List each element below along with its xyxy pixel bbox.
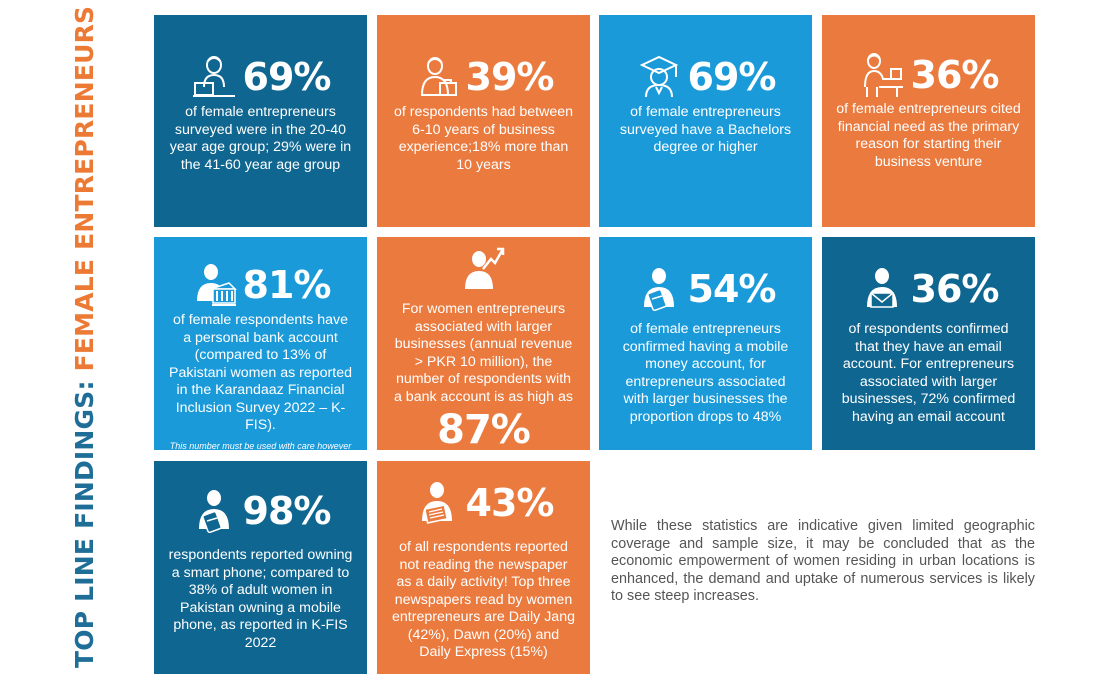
woman-bank-icon [191,261,237,309]
stat-tile-bank-account: 81% of female respondents have a persona… [154,237,367,450]
stat-percentage: 87% [437,407,531,450]
stat-description: For women entrepreneurs associated with … [393,301,574,405]
graduate-icon [636,53,682,101]
stat-percentage: 36% [910,267,1000,311]
woman-mobile-money-icon [636,265,682,313]
stat-description: of all respondents reported not reading … [392,539,575,660]
stat-percentage: 54% [687,267,777,311]
stat-percentage: 36% [910,53,1000,97]
woman-smartphone-icon [191,487,237,535]
stat-description: of female respondents have a personal ba… [169,312,352,433]
stat-description: of female entrepreneurs surveyed have a … [619,104,792,155]
summary-paragraph: While these statistics are indicative gi… [611,518,1035,604]
page-title: TOP LINE FINDINGS: FEMALE ENTREPRENEURS [60,6,110,668]
woman-growth-icon [461,243,507,291]
stat-tile-age: 69% of female entrepreneurs surveyed wer… [154,15,367,227]
stat-percentage: 69% [687,55,777,99]
stat-tile-large-business-bank: For women entrepreneurs associated with … [377,237,590,450]
stat-description: of female entrepreneurs cited financial … [836,101,1021,170]
title-part-2: FEMALE ENTREPRENEURS [70,5,99,372]
stat-description: of respondents had between 6-10 years of… [393,104,574,173]
stat-description: respondents reported owning a smart phon… [168,547,353,651]
stat-description: of respondents confirmed that they have … [841,321,1016,425]
title-part-1: TOP LINE FINDINGS: [70,371,99,668]
stat-percentage: 81% [242,263,332,307]
stat-percentage: 43% [465,481,555,525]
stat-tile-mobile-money: 54% of female entrepreneurs confirmed ha… [599,237,812,450]
stat-footnote: This number must be used with care howev… [169,440,352,451]
stat-tile-experience: 39% of respondents had between 6-10 year… [377,15,590,227]
stat-percentage: 69% [242,55,332,99]
stat-percentage: 39% [465,55,555,99]
stat-tile-email: 36% of respondents confirmed that they h… [822,237,1035,450]
stat-description: of female entrepreneurs surveyed were in… [169,104,352,173]
woman-laptop-icon [191,53,237,101]
stat-tile-smartphone: 98% respondents reported owning a smart … [154,461,367,674]
stat-description: of female entrepreneurs confirmed having… [622,321,789,425]
stat-tile-newspaper: 43% of all respondents reported not read… [377,461,590,674]
woman-newspaper-icon [414,479,460,527]
woman-email-icon [859,265,905,313]
woman-desk-icon [859,51,905,99]
stat-tile-education: 69% of female entrepreneurs surveyed hav… [599,15,812,227]
woman-briefcase-icon [414,53,460,101]
stat-tile-motivation: 36% of female entrepreneurs cited financ… [822,15,1035,227]
stat-percentage: 98% [242,489,332,533]
